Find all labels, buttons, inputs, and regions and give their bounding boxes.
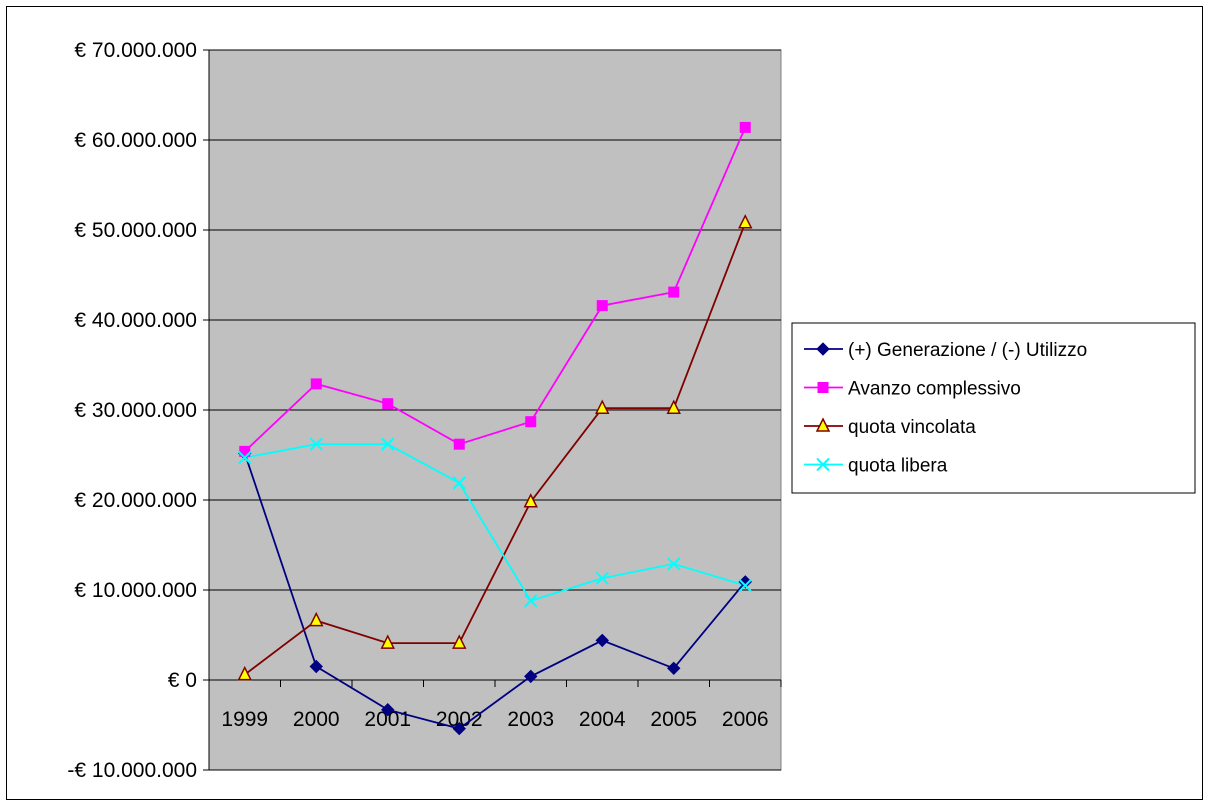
- data-point-x: [381, 437, 395, 451]
- data-point-x-stroke: [667, 557, 681, 571]
- data-point-x-stroke: [738, 578, 752, 593]
- data-point-square: [596, 300, 608, 312]
- data-point-x: [816, 457, 830, 472]
- y-tick-label: -€ 10.000.000: [67, 759, 197, 782]
- data-point-square: [525, 416, 537, 428]
- y-tick-label: € 30.000.000: [74, 399, 197, 422]
- data-point-triangle: [380, 634, 395, 649]
- data-point-x: [524, 594, 538, 608]
- data-point-x: [595, 571, 609, 586]
- data-point-diamond: [452, 721, 466, 736]
- y-tick-label: € 70.000.000: [74, 39, 197, 62]
- x-tick-label: 2003: [507, 708, 554, 731]
- data-point-x-stroke: [595, 571, 609, 586]
- series-line-3: [244, 443, 746, 602]
- data-point-square: [382, 398, 394, 410]
- y-tick-label: € 10.000.000: [74, 579, 197, 602]
- data-point-square: [739, 121, 751, 133]
- data-point-square: [817, 382, 829, 393]
- data-point-square: [668, 286, 680, 298]
- data-point-diamond: [309, 659, 323, 674]
- legend-label: Avanzo complessivo: [848, 379, 1021, 400]
- data-point-diamond: [524, 669, 538, 684]
- data-point-x-stroke: [238, 450, 252, 465]
- data-point-diamond: [816, 342, 830, 356]
- data-point-triangle: [666, 399, 681, 414]
- legend-label: quota libera: [848, 456, 948, 477]
- y-tick-label: € 40.000.000: [74, 309, 197, 332]
- data-point-triangle: [309, 611, 324, 627]
- data-point-triangle: [595, 399, 610, 414]
- y-tick-label: € 60.000.000: [74, 129, 197, 152]
- data-point-diamond: [381, 702, 395, 717]
- data-point-x-stroke: [452, 476, 466, 490]
- x-tick-label: 2001: [364, 708, 411, 731]
- data-point-x: [238, 450, 252, 465]
- data-point-x: [309, 437, 323, 451]
- data-point-x: [452, 476, 466, 490]
- data-point-x: [667, 557, 681, 571]
- y-tick-label: € 0: [168, 669, 197, 692]
- data-point-diamond: [667, 661, 681, 676]
- data-point-x-stroke: [524, 594, 538, 608]
- data-point-triangle: [523, 493, 538, 508]
- legend-box: [791, 322, 1196, 494]
- x-tick-label: 2004: [579, 708, 626, 731]
- x-tick-label: 2000: [293, 708, 340, 731]
- series-line-1: [244, 127, 747, 453]
- x-tick-label: 2005: [650, 708, 697, 731]
- x-tick-label: 2006: [722, 708, 769, 731]
- data-point-triangle: [452, 634, 467, 649]
- series-line-0: [243, 452, 746, 730]
- x-tick-label: 1999: [221, 708, 268, 731]
- data-point-x-stroke: [381, 437, 395, 451]
- data-point-triangle: [815, 417, 831, 432]
- data-point-x-stroke: [816, 457, 830, 472]
- data-point-x-stroke: [309, 437, 323, 451]
- y-tick-label: € 50.000.000: [74, 219, 197, 242]
- data-point-triangle: [237, 665, 252, 681]
- data-point-square: [310, 378, 322, 390]
- y-tick-label: € 20.000.000: [74, 489, 197, 512]
- data-point-diamond: [738, 575, 752, 589]
- data-point-diamond: [595, 633, 609, 648]
- data-point-x: [738, 578, 752, 593]
- legend-label: quota vincolata: [848, 417, 976, 438]
- data-point-triangle: [738, 214, 753, 229]
- series-line-2: [244, 222, 747, 676]
- data-point-square: [453, 438, 465, 450]
- legend-label: (+) Generazione / (-) Utilizzo: [848, 340, 1087, 361]
